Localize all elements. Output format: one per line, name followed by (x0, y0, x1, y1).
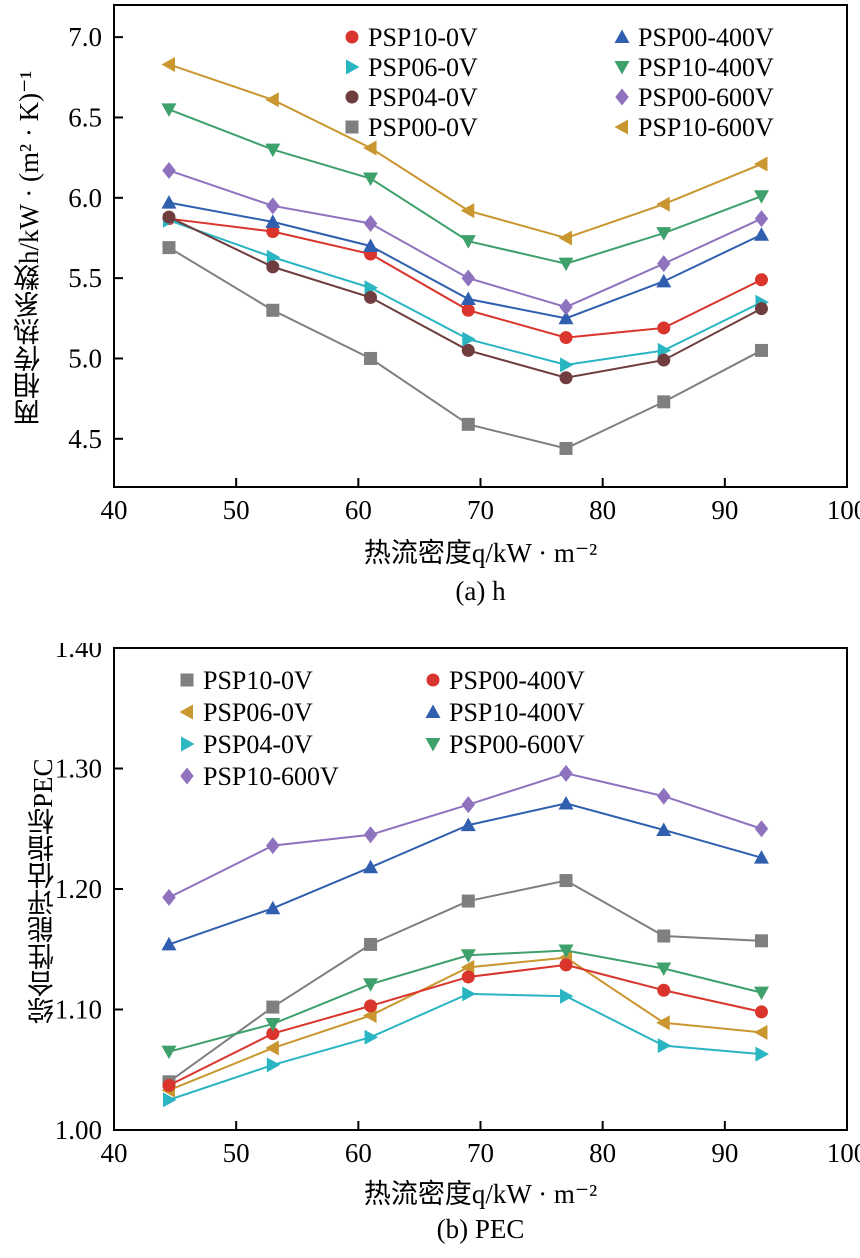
chart-b-y-axis-label: 综合性能评估指标PEC (28, 758, 58, 1024)
figure-pec-chart: 40 50 60 70 80 90 100 1.00 1.10 1.20 1.30 1.40 PSP10… (0, 643, 860, 1258)
x-tick-label: 40 (101, 495, 128, 525)
y-tick-label: 1.00 (55, 1115, 102, 1145)
x-tick-label: 80 (589, 495, 616, 525)
x-tick-label: 50 (223, 495, 250, 525)
figure-h-chart: 40 50 60 70 80 90 100 4.5 5.0 5.5 6.0 6.5 7.0 PSP10-0… (14, 4, 860, 606)
legend-item-PSP00-0V: PSP00-0V (345, 113, 478, 142)
legend-item-PSP00-600V: PSP00-600V (615, 83, 774, 112)
legend-label: PSP06-0V (368, 53, 478, 82)
chart-a-y-axis-label: 两相传热系数h/kW · (m² · K)⁻¹ (14, 70, 44, 426)
series-PSP00-600V (161, 944, 769, 1060)
x-tick-label: 60 (345, 495, 372, 525)
x-tick-label: 60 (345, 1138, 372, 1168)
y-tick-label: 1.30 (55, 754, 102, 784)
series-PSP10-400V (161, 103, 769, 272)
legend-item-PSP04-0V: PSP04-0V (181, 730, 313, 759)
series-PSP10-600V (162, 764, 769, 906)
y-tick-label: 5.5 (68, 263, 102, 293)
x-tick-label: 40 (101, 1138, 128, 1168)
legend-label: PSP04-0V (203, 730, 313, 759)
series-PSP04-0V (162, 210, 768, 385)
legend-label: PSP10-0V (368, 23, 478, 52)
series-line (168, 992, 762, 1101)
series-PSP00-400V (162, 958, 768, 1092)
legend-item-PSP10-0V: PSP10-0V (345, 23, 478, 52)
x-tick-label: 100 (827, 495, 860, 525)
legend-label: PSP10-400V (449, 698, 585, 727)
y-tick-label: 7.0 (68, 22, 102, 52)
legend-label: PSP10-0V (203, 666, 313, 695)
legend-item-PSP10-600V: PSP10-600V (180, 762, 339, 791)
series-PSP00-0V (162, 241, 768, 455)
y-tick-label: 1.20 (55, 874, 102, 904)
x-tick-label: 70 (467, 1138, 494, 1168)
series-PSP00-600V (162, 161, 769, 316)
legend-label: PSP00-0V (368, 113, 478, 142)
chart-b-canvas: 40 50 60 70 80 90 100 1.00 1.10 1.20 1.30 1.40 PSP10… (55, 643, 860, 1168)
series-line (168, 963, 762, 1087)
series-PSP10-400V (161, 795, 769, 951)
legend-label: PSP10-400V (638, 53, 774, 82)
legend-label: PSP10-600V (638, 113, 774, 142)
legend-item-PSP06-0V: PSP06-0V (346, 53, 478, 82)
series-PSP00-400V (161, 195, 769, 325)
legend-label: PSP10-600V (203, 762, 339, 791)
legend-item-PSP10-600V: PSP10-600V (614, 113, 774, 142)
legend-label: PSP00-600V (638, 83, 774, 112)
series-PSP10-600V (161, 56, 768, 246)
x-tick-label: 90 (711, 1138, 738, 1168)
y-tick-label: 1.10 (55, 995, 102, 1025)
legend-label: PSP00-600V (449, 730, 585, 759)
legend-label: PSP04-0V (368, 83, 478, 112)
legend-item-PSP06-0V: PSP06-0V (179, 698, 313, 727)
chart-a-x-axis-label: 热流密度q/kW · m⁻² (363, 538, 598, 568)
chart-a-caption: (a) h (455, 576, 506, 606)
legend-item-PSP00-600V: PSP00-600V (425, 730, 585, 759)
x-tick-label: 90 (711, 495, 738, 525)
series-line (168, 772, 762, 899)
legend-item-PSP10-400V: PSP10-400V (614, 53, 774, 82)
legend-item-PSP00-400V: PSP00-400V (426, 666, 585, 695)
chart-b-caption: (b) PEC (436, 1214, 525, 1244)
legend-label: PSP06-0V (203, 698, 313, 727)
legend-label: PSP00-400V (449, 666, 585, 695)
legend-item-PSP00-400V: PSP00-400V (614, 23, 774, 52)
x-tick-label: 70 (467, 495, 494, 525)
y-tick-label: 1.40 (55, 643, 102, 663)
chart-b-x-axis-label: 热流密度q/kW · m⁻² (363, 1179, 598, 1209)
x-tick-label: 50 (223, 1138, 250, 1168)
legend-label: PSP00-400V (638, 23, 774, 52)
series-PSP04-0V (162, 986, 769, 1108)
legend-item-PSP10-400V: PSP10-400V (425, 698, 585, 727)
y-tick-label: 6.0 (68, 183, 102, 213)
x-tick-label: 100 (827, 1138, 860, 1168)
x-tick-label: 80 (589, 1138, 616, 1168)
series-PSP06-0V (162, 212, 769, 373)
chart-a-canvas: 40 50 60 70 80 90 100 4.5 5.0 5.5 6.0 6.5 7.0 PSP10-0… (68, 4, 860, 525)
y-tick-label: 6.5 (68, 102, 102, 132)
legend-item-PSP10-0V: PSP10-0V (180, 666, 313, 695)
y-tick-label: 5.0 (68, 343, 102, 373)
legend-item-PSP04-0V: PSP04-0V (345, 83, 478, 112)
y-tick-label: 4.5 (68, 424, 102, 454)
